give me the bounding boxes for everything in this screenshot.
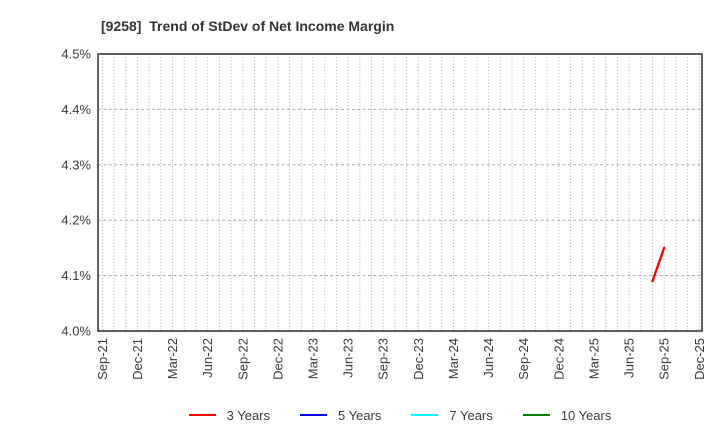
x-tick-label: Mar-25 xyxy=(586,338,601,379)
legend-line-icon xyxy=(300,414,327,416)
x-tick-label: Dec-22 xyxy=(270,338,285,380)
x-tick-label: Sep-23 xyxy=(376,338,391,380)
legend-line-icon xyxy=(411,414,439,416)
legend-item-3-years: 3 Years xyxy=(188,407,270,423)
legend-item-7-years: 7 Years xyxy=(411,407,493,423)
x-tick-label: Jun-25 xyxy=(622,338,637,378)
x-tick-label: Jun-22 xyxy=(200,338,215,378)
y-tick-label: 4.4% xyxy=(61,102,91,117)
x-tick-label: Dec-23 xyxy=(411,338,426,380)
y-tick-label: 4.3% xyxy=(61,157,91,172)
x-tick-label: Sep-22 xyxy=(235,338,250,380)
legend-item-5-years: 5 Years xyxy=(300,408,381,423)
legend: 3 Years 5 Years 7 Years 10 Years xyxy=(98,403,702,427)
legend-label: 5 Years xyxy=(338,407,382,423)
y-tick-label: 4.5% xyxy=(61,47,91,62)
x-tick-label: Jun-23 xyxy=(341,338,356,378)
legend-label: 3 Years xyxy=(226,407,270,423)
chart-title: [9258] Trend of StDev of Net Income Marg… xyxy=(101,18,395,34)
legend-label: 10 Years xyxy=(560,407,612,423)
x-tick-label: Sep-25 xyxy=(657,338,672,380)
legend-line-icon xyxy=(522,414,550,416)
y-tick-label: 4.1% xyxy=(61,268,91,283)
series-line-3-years xyxy=(651,246,666,283)
x-tick-label: Mar-23 xyxy=(306,338,321,379)
x-tick-label: Jun-24 xyxy=(481,338,496,378)
x-tick-label: Dec-24 xyxy=(551,338,566,380)
legend-line-icon xyxy=(188,414,216,416)
x-tick-label: Dec-25 xyxy=(692,338,707,380)
x-tick-label: Sep-21 xyxy=(95,338,110,380)
y-tick-label: 4.0% xyxy=(61,324,91,339)
x-tick-label: Mar-24 xyxy=(446,338,461,379)
x-tick-label: Mar-22 xyxy=(165,338,180,379)
plot-border xyxy=(97,53,703,332)
y-tick-label: 4.2% xyxy=(61,213,91,228)
x-tick-label: Dec-21 xyxy=(130,338,145,380)
legend-label: 7 Years xyxy=(449,407,493,423)
x-tick-label: Sep-24 xyxy=(516,338,531,380)
legend-item-10-years: 10 Years xyxy=(522,407,612,423)
